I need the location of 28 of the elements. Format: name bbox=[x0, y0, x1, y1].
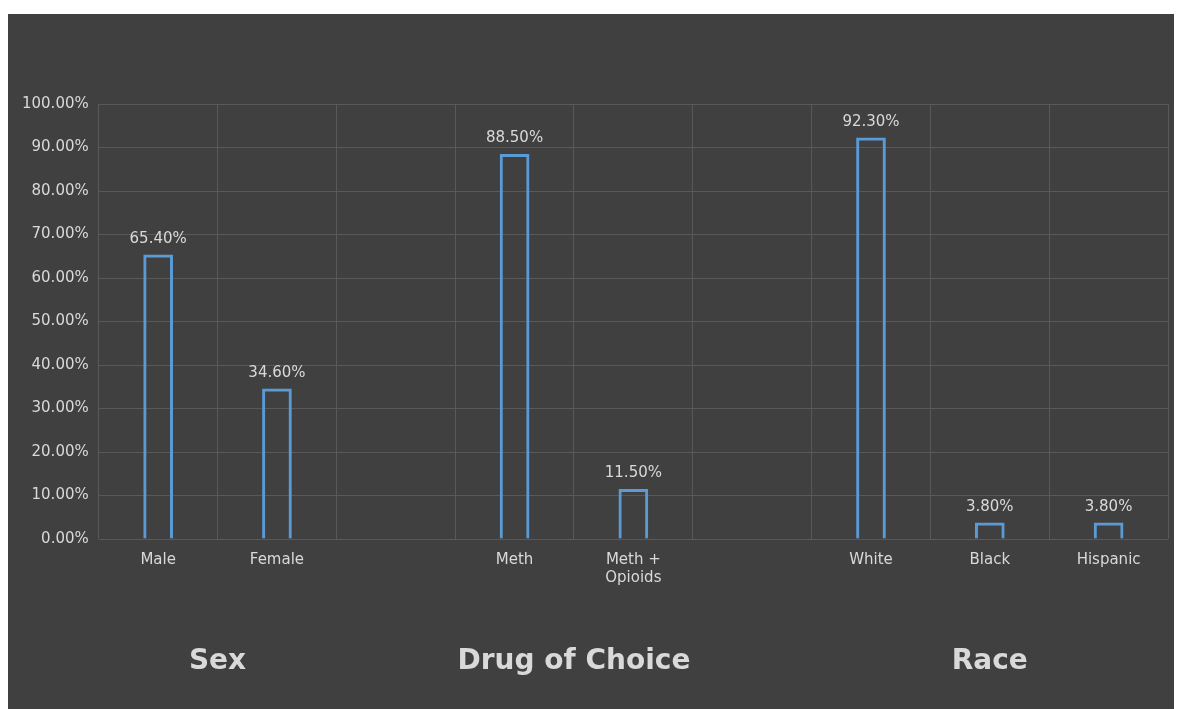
y-tick-label: 80.00% bbox=[31, 180, 89, 199]
y-tick-label: 60.00% bbox=[31, 267, 89, 286]
text: Drug of Choice bbox=[457, 643, 691, 677]
x-tick-label: Female bbox=[249, 549, 305, 568]
x-tick-label: Hispanic bbox=[1076, 549, 1141, 568]
data-label: 88.50% bbox=[485, 128, 544, 147]
text: Race bbox=[951, 643, 1028, 677]
data-label: 3.80% bbox=[1084, 496, 1133, 515]
data-label: 3.80% bbox=[965, 496, 1014, 515]
y-tick-label: 100.00% bbox=[21, 93, 89, 112]
data-label: 65.40% bbox=[129, 228, 187, 247]
x-tick-label: Black bbox=[969, 549, 1011, 568]
y-tick-label: 0.00% bbox=[41, 528, 89, 547]
text: Sex bbox=[188, 643, 247, 677]
y-tick-label: 20.00% bbox=[31, 441, 89, 460]
y-tick-label: 10.00% bbox=[31, 485, 89, 504]
data-label: 11.50% bbox=[604, 463, 662, 482]
x-tick-label: White bbox=[849, 549, 893, 568]
y-tick-label: 70.00% bbox=[31, 224, 89, 243]
data-label: 34.60% bbox=[248, 362, 306, 381]
x-tick-label: Meth + Opioids bbox=[605, 549, 662, 586]
y-tick-label: 30.00% bbox=[31, 398, 89, 417]
y-tick-label: 50.00% bbox=[31, 311, 89, 330]
y-tick-label: 90.00% bbox=[31, 137, 89, 156]
x-tick-label: Meth bbox=[495, 549, 534, 568]
x-tick-label: Male bbox=[140, 549, 176, 568]
data-label: 92.30% bbox=[842, 111, 900, 130]
y-tick-label: 40.00% bbox=[31, 354, 89, 373]
